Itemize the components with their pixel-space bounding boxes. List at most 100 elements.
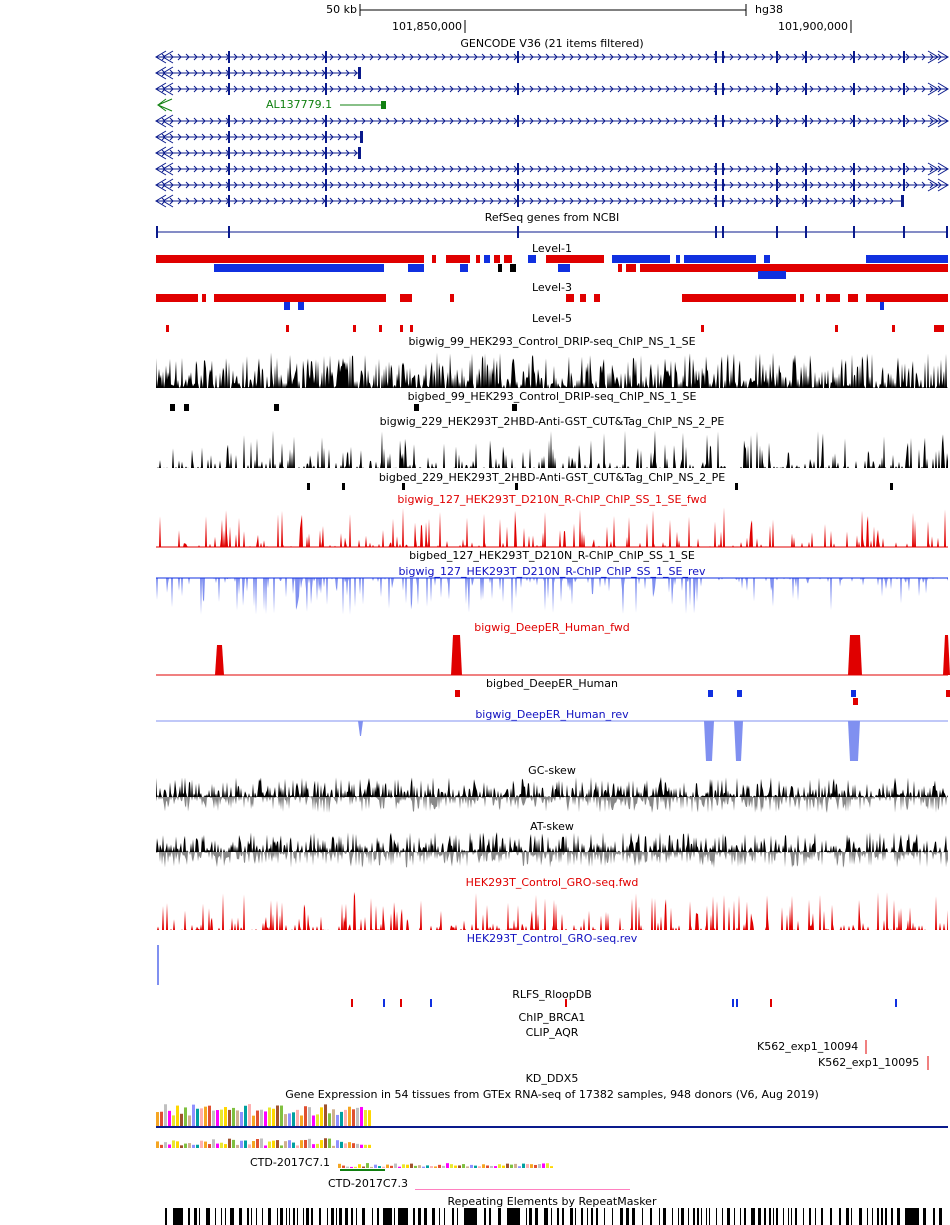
- signal-peak: [215, 645, 224, 675]
- repeat: [262, 1208, 263, 1225]
- repeat: [678, 1208, 679, 1225]
- exon: [901, 195, 904, 207]
- feature-block: [708, 690, 713, 697]
- expression-bar: [312, 1115, 315, 1126]
- exon: [805, 51, 807, 63]
- gene-end: [155, 130, 174, 144]
- signal: [156, 430, 948, 468]
- expression-bar: [320, 1140, 323, 1148]
- expression-bar: [344, 1143, 347, 1148]
- repeat: [581, 1208, 583, 1225]
- expression-bar: [260, 1109, 263, 1126]
- gene-end: [155, 114, 174, 128]
- feature-block: [494, 255, 500, 263]
- expression-bar: [292, 1112, 295, 1126]
- expression-bar: [362, 1166, 365, 1168]
- exon: [805, 226, 807, 238]
- track-label: bigwig_DeepER_Human_fwd: [474, 621, 629, 634]
- exon: [776, 115, 778, 127]
- exon: [325, 83, 327, 95]
- repeat: [716, 1208, 717, 1225]
- feature-block: [892, 325, 895, 332]
- expression-bar: [406, 1164, 409, 1168]
- repeat: [413, 1208, 415, 1225]
- expression-bar: [352, 1109, 355, 1126]
- expression-bar: [220, 1109, 223, 1126]
- exon: [853, 115, 855, 127]
- feature-block: [848, 294, 858, 302]
- repeat: [809, 1208, 811, 1225]
- expression-bar: [264, 1145, 267, 1148]
- signal: [156, 797, 948, 813]
- repeat: [206, 1208, 210, 1225]
- feature-block: [410, 325, 413, 332]
- expression-bar: [490, 1165, 493, 1168]
- exon: [517, 51, 519, 63]
- expression-bar: [196, 1144, 199, 1148]
- expression-bar: [224, 1144, 227, 1148]
- feature-block: [737, 690, 742, 697]
- expression-bar: [360, 1106, 363, 1126]
- expression-bar: [276, 1105, 279, 1126]
- expression-bar: [248, 1144, 251, 1148]
- expression-bar: [280, 1145, 283, 1148]
- track-label: Level-3: [532, 281, 572, 294]
- repeat: [327, 1208, 328, 1225]
- expression-bar: [350, 1166, 353, 1168]
- expression-bar: [164, 1104, 167, 1126]
- expression-bar: [316, 1114, 319, 1126]
- feature-block: [446, 255, 470, 263]
- feature-block: [286, 325, 289, 332]
- exon: [325, 179, 327, 191]
- expression-bar: [232, 1107, 235, 1126]
- feature-block: [202, 294, 206, 302]
- feature-block: [880, 302, 884, 310]
- feature-block: [835, 325, 838, 332]
- exon: [228, 67, 230, 79]
- repeat: [303, 1208, 304, 1225]
- repeat: [383, 1208, 392, 1225]
- repeat: [464, 1208, 477, 1225]
- expression-bar: [236, 1144, 239, 1148]
- expression-bar: [300, 1140, 303, 1148]
- expression-bar: [204, 1141, 207, 1148]
- gene-end: [155, 82, 174, 96]
- feature-block: [890, 483, 893, 490]
- exon: [715, 179, 717, 191]
- exon: [715, 163, 717, 175]
- exon: [517, 195, 519, 207]
- expression-bar: [188, 1115, 191, 1126]
- track-label: Level-1: [532, 242, 572, 255]
- feature-block: [184, 404, 189, 411]
- expression-bar: [164, 1142, 167, 1148]
- expression-bar: [232, 1139, 235, 1148]
- expression-bar: [530, 1164, 533, 1168]
- feature-block: [402, 483, 405, 490]
- exon: [325, 131, 327, 143]
- expression-bar: [546, 1163, 549, 1168]
- gene-end: [155, 146, 174, 160]
- expression-bar: [442, 1165, 445, 1168]
- feature-block: [512, 404, 517, 411]
- repeat: [498, 1208, 501, 1225]
- feature-block: [414, 404, 419, 411]
- exon: [853, 195, 855, 207]
- repeat: [620, 1208, 623, 1225]
- expression-bar: [224, 1107, 227, 1126]
- exon: [903, 163, 905, 175]
- exon: [517, 179, 519, 191]
- repeat: [256, 1208, 257, 1225]
- repeat: [394, 1208, 395, 1225]
- feature-block: [946, 690, 950, 697]
- feature-block: [476, 255, 480, 263]
- gene-end: [927, 114, 949, 128]
- exon: [228, 195, 230, 207]
- exon: [325, 67, 327, 79]
- expression-bar: [276, 1140, 279, 1148]
- repeat: [688, 1208, 689, 1225]
- repeat: [744, 1208, 746, 1225]
- repeat: [859, 1208, 862, 1225]
- expression-bar: [296, 1145, 299, 1148]
- repeat: [830, 1208, 832, 1225]
